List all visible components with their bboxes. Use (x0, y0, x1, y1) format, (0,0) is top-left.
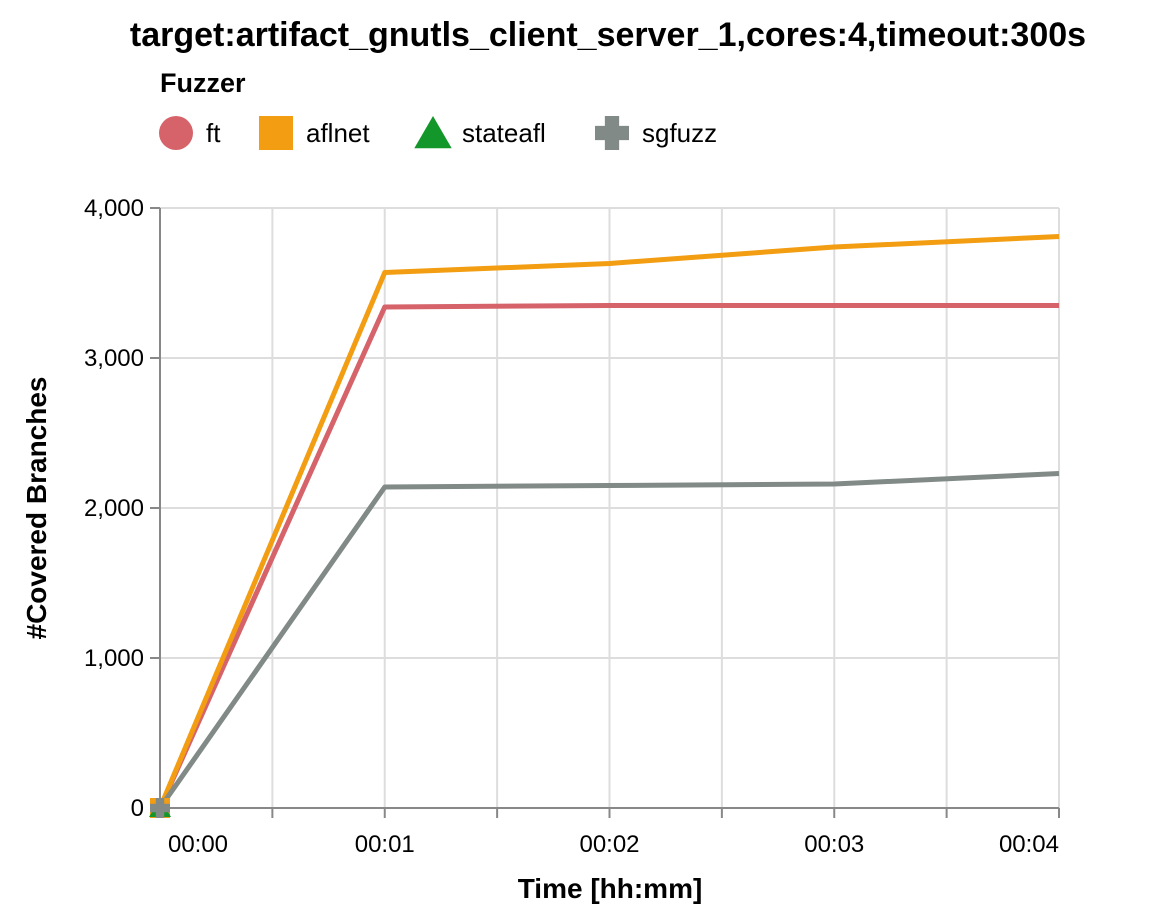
y-tick-label: 3,000 (84, 345, 144, 372)
x-tick-label: 00:03 (804, 831, 864, 858)
y-tick-label: 4,000 (84, 195, 144, 222)
series-line-ft (157, 303, 1059, 810)
x-tick-label: 00:02 (579, 831, 639, 858)
legend-symbol-stateafl (414, 116, 452, 149)
y-tick-label: 1,000 (84, 645, 144, 672)
legend-title: Fuzzer (160, 68, 246, 98)
y-axis-title: #Covered Branches (21, 376, 52, 639)
y-tick-label: 0 (131, 795, 144, 822)
chart-title: target:artifact_gnutls_client_server_1,c… (130, 16, 1086, 54)
legend: Fuzzer ft aflnet stateafl sgfuzz (159, 68, 717, 150)
data-point-sgfuzz (150, 798, 170, 818)
axes: 0 1,000 2,000 3,000 4,000 00:00 00:01 00:02 00:0… (84, 195, 1060, 858)
legend-symbol-aflnet (259, 116, 293, 150)
legend-symbol-sgfuzz (595, 116, 629, 150)
series-markers (149, 798, 171, 818)
x-tick-label: 00:01 (355, 831, 415, 858)
series-line-aflnet (157, 234, 1060, 809)
legend-label-aflnet: aflnet (306, 118, 370, 148)
legend-label-ft: ft (206, 118, 221, 148)
legend-label-sgfuzz: sgfuzz (642, 118, 717, 148)
grid (159, 207, 1060, 809)
legend-symbol-ft (159, 116, 193, 150)
legend-label-stateafl: stateafl (462, 118, 546, 148)
series-line-sgfuzz (157, 471, 1060, 810)
x-tick-label: 00:04 (999, 831, 1059, 858)
series-lines (157, 234, 1060, 810)
x-tick-label: 00:00 (168, 831, 228, 858)
x-axis-title: Time [hh:mm] (518, 873, 703, 904)
y-tick-label: 2,000 (84, 495, 144, 522)
